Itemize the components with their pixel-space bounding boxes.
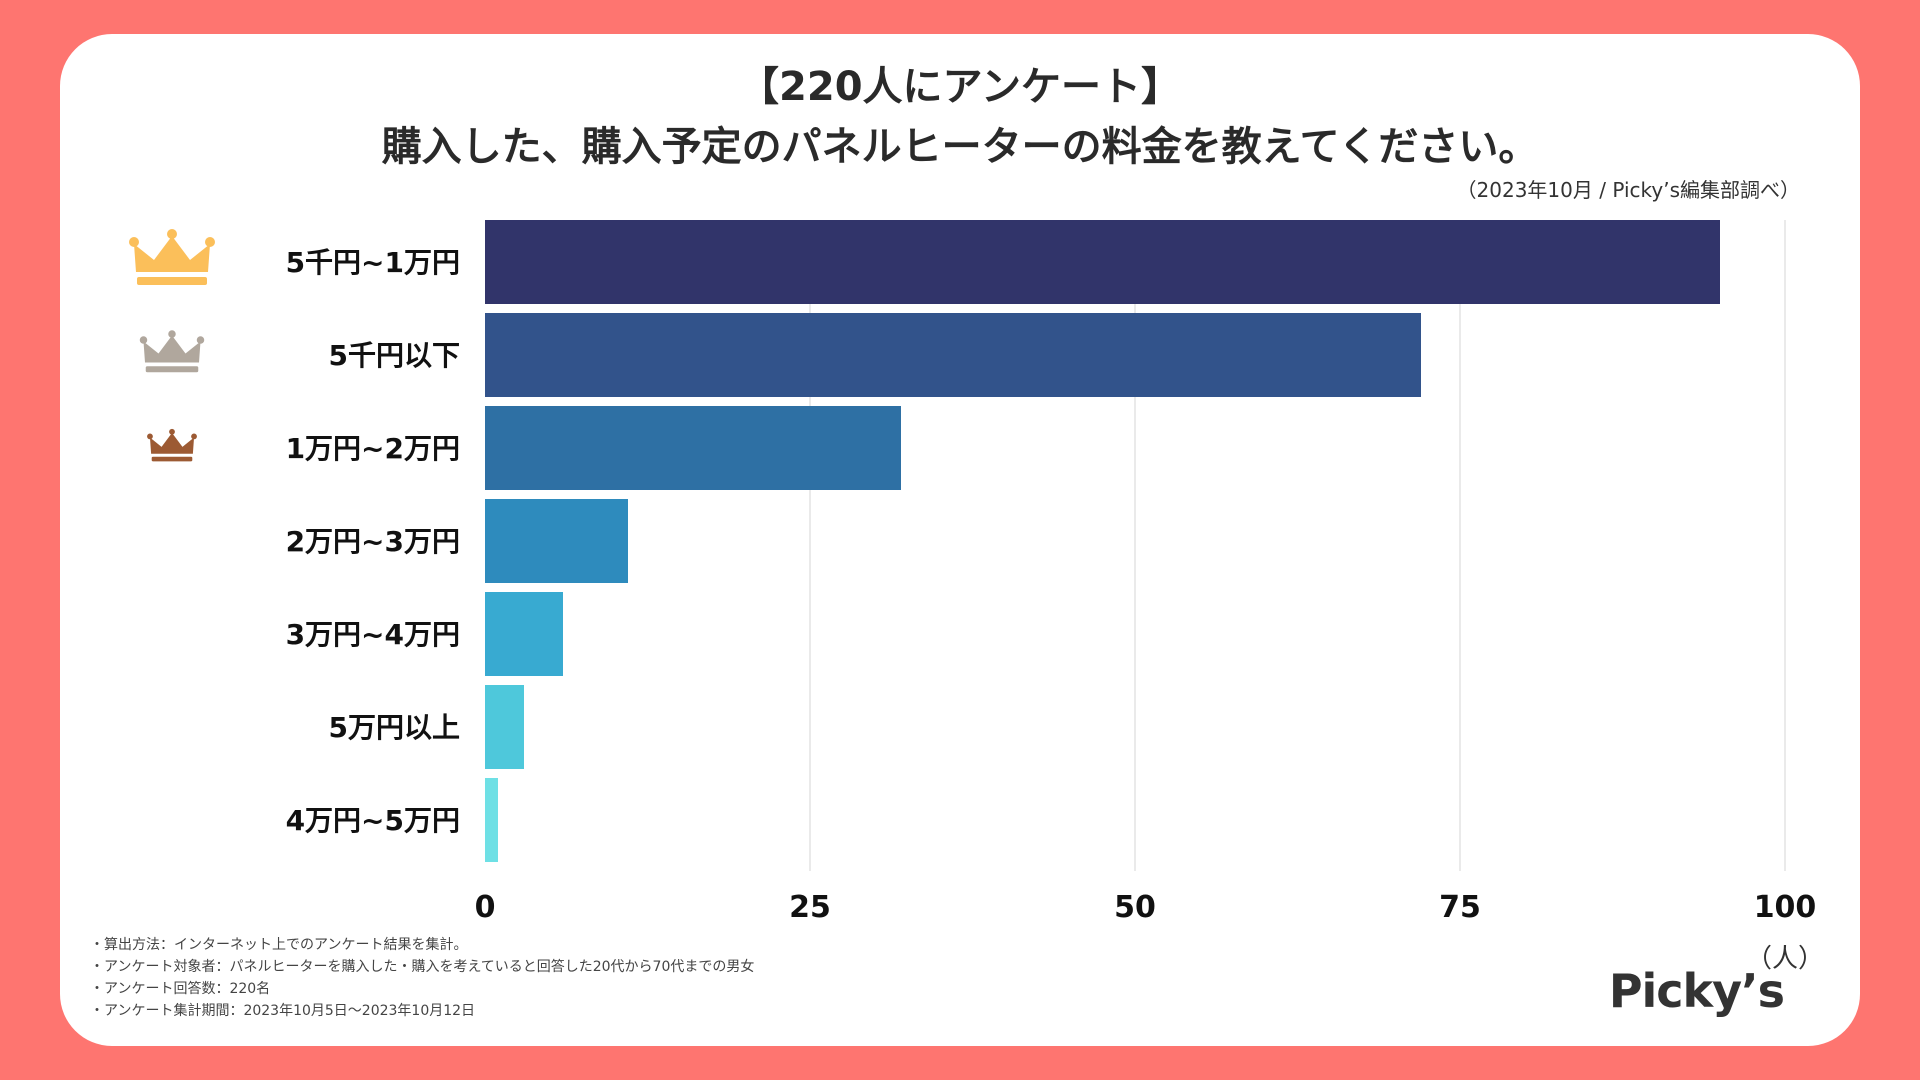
x-tick-label: 25 [789,890,831,925]
x-tick-label: 0 [475,890,496,925]
bar [485,406,901,490]
x-tick-label: 75 [1439,890,1481,925]
category-label: 2万円~3万円 [286,525,460,558]
footnote-count: ・アンケート回答数：220名 [90,981,271,997]
category-label: 3万円~4万円 [286,618,460,651]
footnote-period: ・アンケート集計期間：2023年10月5日〜2023年10月12日 [90,1003,476,1019]
bar [485,220,1720,304]
x-tick-label: 100 [1754,890,1817,925]
chart-source: （2023年10月 / Picky’s編集部調べ） [1456,178,1800,202]
bar-chart: 0 25 50 75 100 5千円~1万円 5千円以下 1万円~2万円 2万円~3万円 3万円~… [129,220,1817,925]
category-label: 5千円~1万円 [286,246,460,279]
bar [485,685,524,769]
category-label: 4万円~5万円 [286,804,460,837]
category-label: 1万円~2万円 [286,432,460,465]
bar [485,778,498,862]
category-label: 5千円以下 [329,339,460,372]
footnote-method: ・算出方法：インターネット上でのアンケート結果を集計。 [90,937,468,953]
footnote-target: ・アンケート対象者：パネルヒーターを購入した・購入を考えていると回答した20代か… [90,959,755,975]
chart-title-line2: 購入した、購入予定のパネルヒーターの料金を教えてください。 [381,124,1539,170]
brand-logo: Picky’s [1608,964,1785,1018]
silver-crown-icon [139,330,205,373]
chart-card: 【220人にアンケート】 購入した、購入予定のパネルヒーターの料金を教えてくださ… [60,34,1860,1046]
footnotes: ・算出方法：インターネット上でのアンケート結果を集計。 ・アンケート対象者：パネ… [90,934,754,1022]
x-tick-label: 50 [1114,890,1156,925]
bar [485,499,628,583]
chart-title-line1: 【220人にアンケート】 [739,64,1181,110]
gold-crown-icon [129,229,215,285]
category-label: 5万円以上 [329,711,460,744]
bar [485,592,563,676]
bar [485,313,1421,397]
bronze-crown-icon [147,428,197,462]
x-axis-unit: （人） [1745,944,1824,974]
